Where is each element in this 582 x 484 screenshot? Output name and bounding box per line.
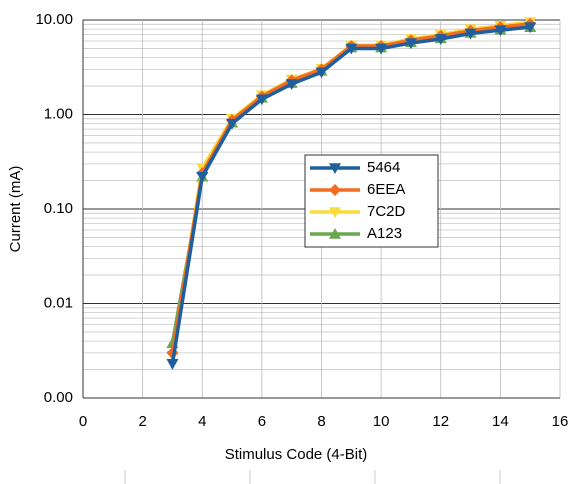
y-axis-label: Current (mA) bbox=[7, 166, 24, 253]
marker bbox=[404, 38, 417, 50]
marker bbox=[524, 22, 537, 34]
marker bbox=[285, 79, 298, 91]
marker bbox=[196, 171, 209, 183]
marker bbox=[464, 28, 477, 40]
x-tick-label: 14 bbox=[492, 413, 509, 430]
x-tick-label: 16 bbox=[552, 413, 569, 430]
marker bbox=[315, 67, 328, 79]
marker bbox=[375, 43, 388, 55]
series bbox=[166, 22, 537, 370]
x-tick-label: 4 bbox=[198, 413, 206, 430]
marker bbox=[255, 94, 268, 106]
marker bbox=[329, 184, 341, 196]
legend-label: A123 bbox=[367, 225, 402, 242]
legend-box bbox=[304, 154, 439, 248]
marker bbox=[329, 228, 341, 239]
y-tick-label: 10.00 bbox=[35, 11, 73, 28]
y-tick-label: 1.00 bbox=[44, 105, 73, 122]
marker bbox=[226, 118, 239, 130]
x-tick-label: 0 bbox=[79, 413, 87, 430]
x-tick-label: 2 bbox=[138, 413, 146, 430]
marker bbox=[345, 43, 358, 55]
x-tick-label: 10 bbox=[373, 413, 390, 430]
screen-ticks bbox=[124, 470, 501, 484]
marker bbox=[329, 207, 341, 218]
legend-label: 7C2D bbox=[367, 203, 406, 220]
y-tick-label: 0.00 bbox=[44, 389, 73, 406]
x-tick-label: 6 bbox=[258, 413, 266, 430]
marker bbox=[329, 163, 341, 174]
x-axis-label: Stimulus Code (4-Bit) bbox=[225, 446, 368, 463]
marker bbox=[494, 25, 507, 37]
marker bbox=[166, 359, 179, 370]
legend-label: 6EEA bbox=[367, 181, 405, 198]
legend-label: 5464 bbox=[367, 159, 400, 176]
x-tick-label: 12 bbox=[432, 413, 449, 430]
x-tick-label: 8 bbox=[317, 413, 325, 430]
marker bbox=[434, 34, 447, 45]
y-tick-label: 0.10 bbox=[44, 200, 73, 217]
y-tick-label: 0.01 bbox=[44, 294, 73, 311]
